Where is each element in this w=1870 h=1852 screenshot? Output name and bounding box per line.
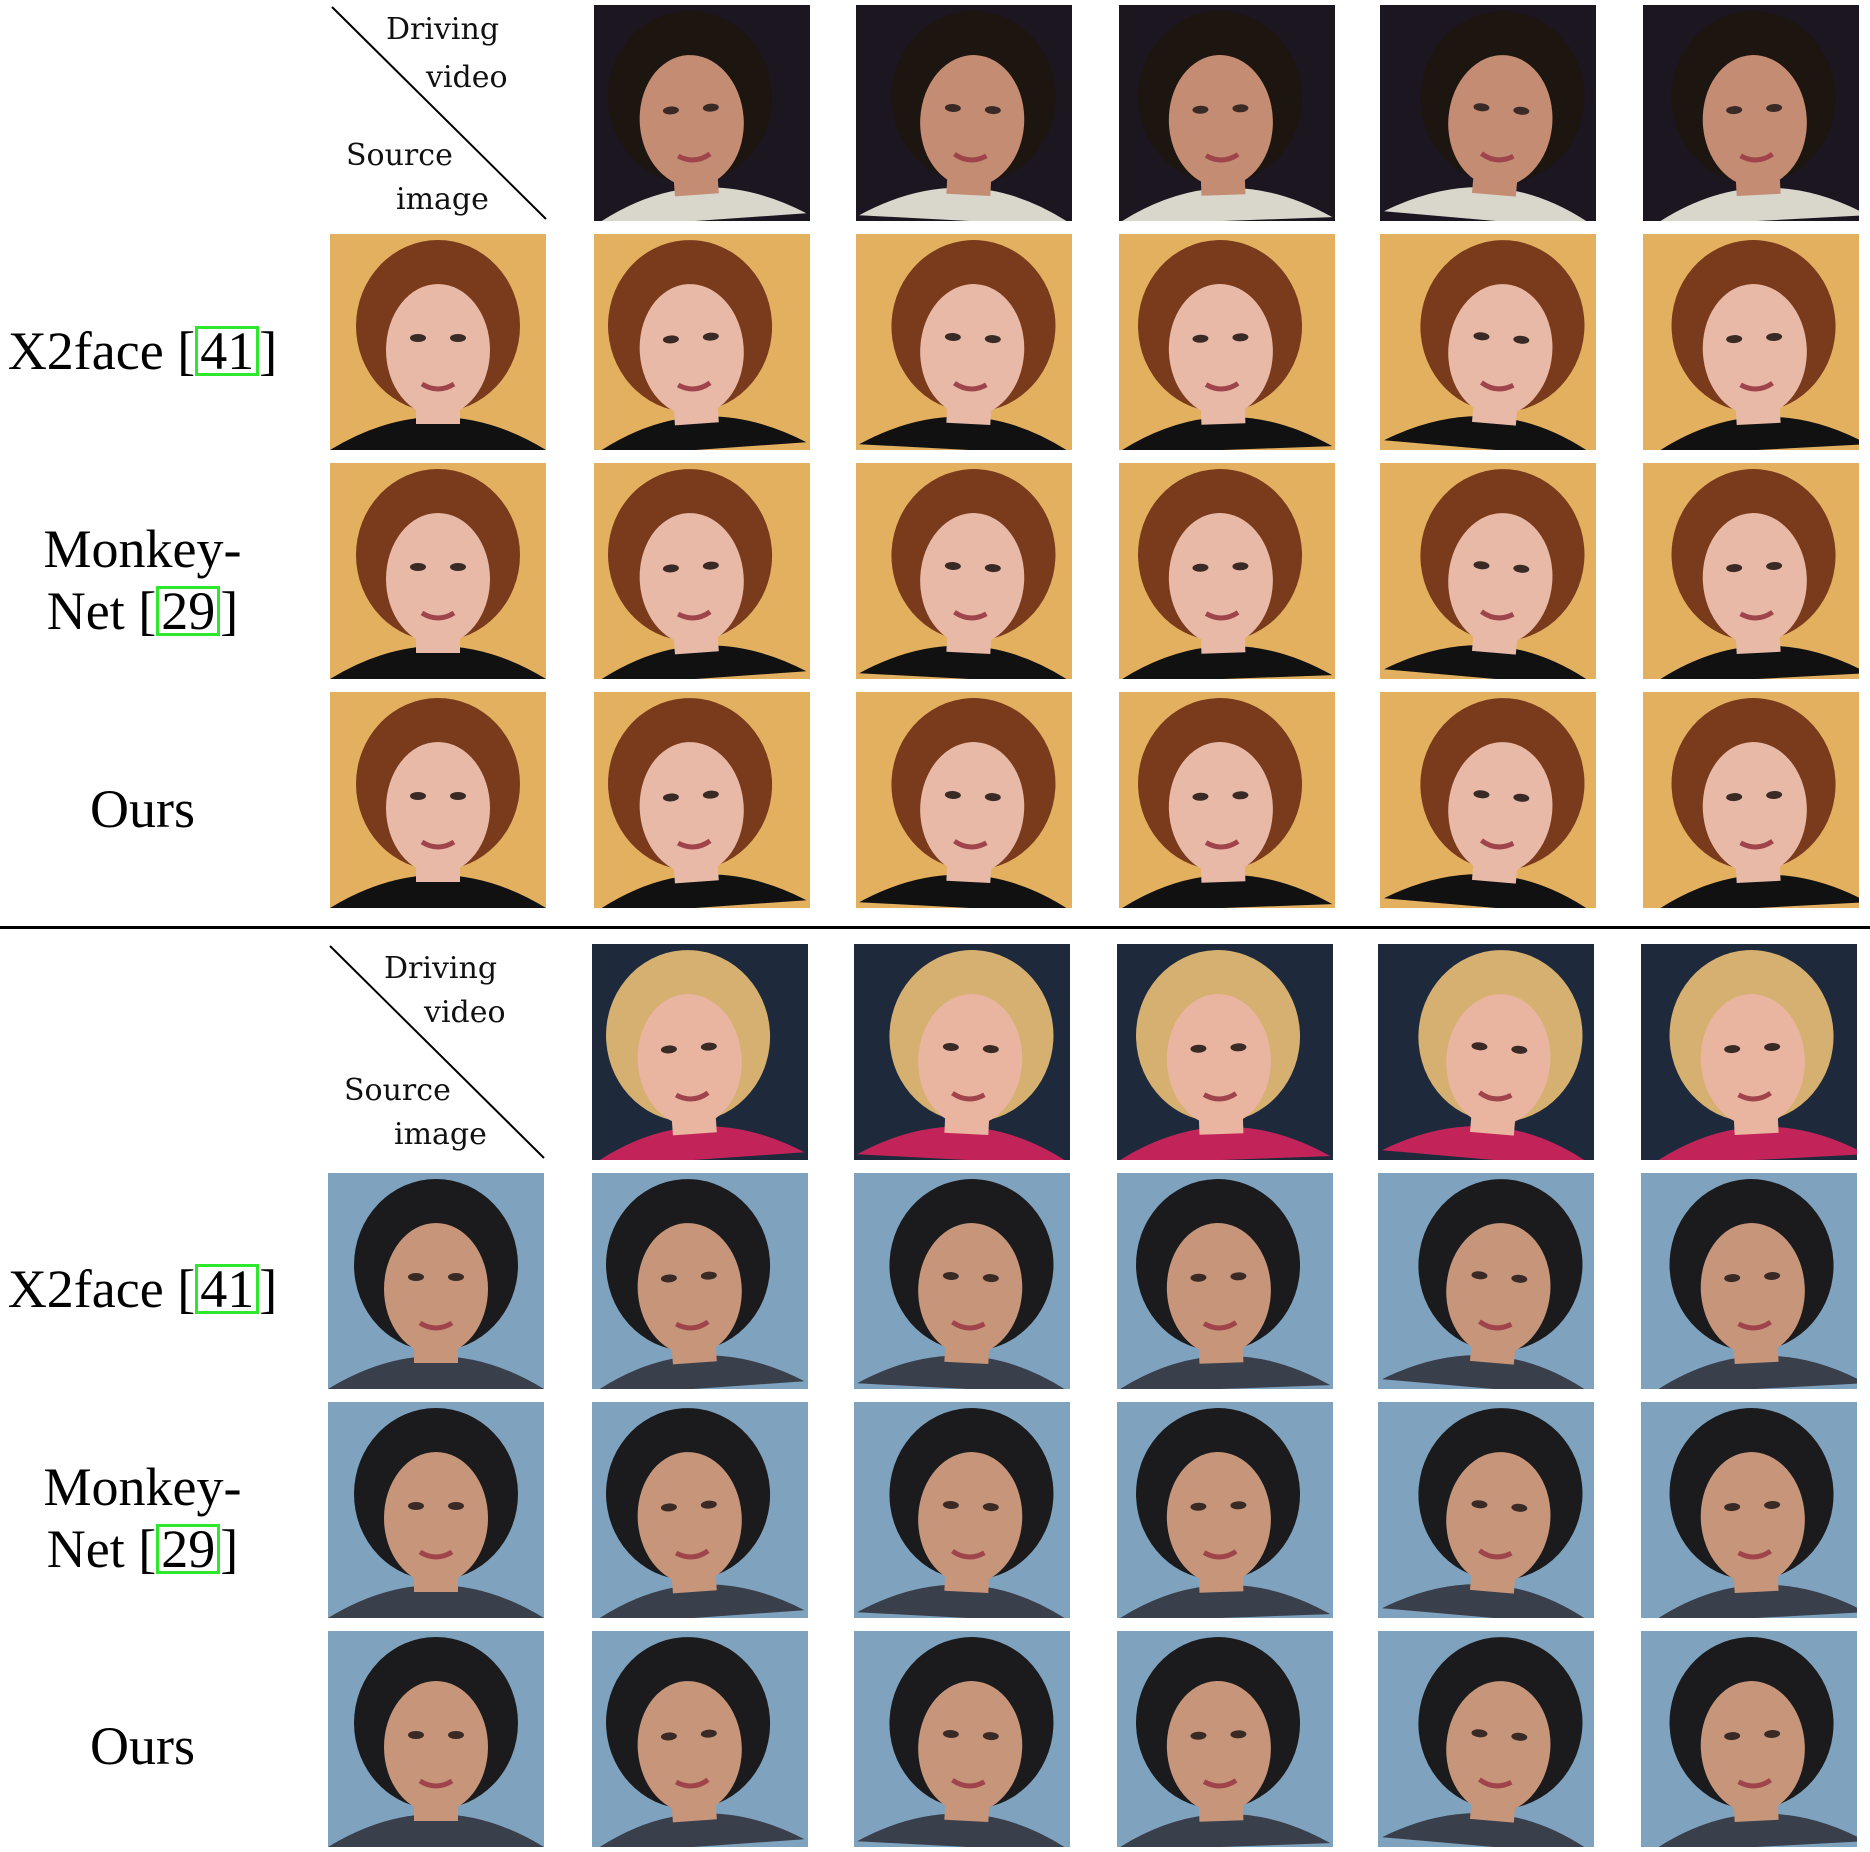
result-frame	[1380, 692, 1596, 908]
image-label: image	[394, 1117, 487, 1152]
diagonal-line	[329, 945, 545, 1159]
row-label-ours: Ours	[90, 779, 195, 839]
result-frame	[1119, 234, 1335, 450]
driving-label: Driving	[386, 12, 500, 47]
result-frame	[1117, 1173, 1333, 1389]
result-frame	[1378, 1173, 1594, 1389]
row-label-ours: Ours	[90, 1716, 195, 1776]
result-frame	[854, 1631, 1070, 1847]
result-frame	[1641, 1402, 1857, 1618]
row-label-x2face: X2face [41]	[7, 321, 278, 381]
driving-label: Driving	[384, 951, 498, 986]
row-label-monkey-net: Monkey- Net [29]	[43, 1457, 242, 1579]
result-frame	[1378, 1631, 1594, 1847]
result-frame	[594, 234, 810, 450]
result-frame	[1380, 463, 1596, 679]
citation-link[interactable]: 29	[156, 584, 221, 638]
citation-link[interactable]: 41	[195, 1262, 260, 1316]
result-frame	[1117, 1402, 1333, 1618]
result-frame	[1378, 1402, 1594, 1618]
citation-link[interactable]: 41	[195, 324, 260, 378]
result-frame	[1643, 463, 1859, 679]
result-frame	[1117, 1631, 1333, 1847]
result-frame	[856, 234, 1072, 450]
driving-frame	[592, 944, 808, 1160]
result-frame	[1380, 234, 1596, 450]
driving-frame	[1643, 5, 1859, 221]
source-image	[328, 1402, 544, 1618]
source-image	[328, 1631, 544, 1847]
result-frame	[854, 1402, 1070, 1618]
citation-link[interactable]: 29	[156, 1522, 221, 1576]
header-corner: Driving video Source image	[330, 5, 548, 223]
header-corner: Driving video Source image	[328, 944, 546, 1162]
driving-frame	[594, 5, 810, 221]
result-frame	[854, 1173, 1070, 1389]
image-label: image	[396, 182, 489, 217]
result-frame	[856, 692, 1072, 908]
section-divider	[0, 926, 1870, 929]
driving-frame	[1378, 944, 1594, 1160]
video-label: video	[426, 60, 508, 95]
source-image	[328, 1173, 544, 1389]
result-frame	[856, 463, 1072, 679]
driving-frame	[1119, 5, 1335, 221]
result-frame	[592, 1631, 808, 1847]
source-image	[330, 463, 546, 679]
source-label: Source	[346, 138, 453, 173]
row-label-x2face: X2face [41]	[7, 1259, 278, 1319]
source-image	[330, 234, 546, 450]
result-frame	[1643, 234, 1859, 450]
result-frame	[592, 1402, 808, 1618]
driving-frame	[854, 944, 1070, 1160]
result-frame	[1119, 692, 1335, 908]
result-frame	[1641, 1631, 1857, 1847]
source-label: Source	[344, 1073, 451, 1108]
result-frame	[592, 1173, 808, 1389]
driving-frame	[1641, 944, 1857, 1160]
result-frame	[594, 463, 810, 679]
diagonal-line	[331, 6, 547, 220]
driving-frame	[856, 5, 1072, 221]
result-frame	[1641, 1173, 1857, 1389]
source-image	[330, 692, 546, 908]
row-label-monkey-net: Monkey- Net [29]	[43, 519, 242, 641]
result-frame	[594, 692, 810, 908]
video-label: video	[424, 995, 506, 1030]
result-frame	[1119, 463, 1335, 679]
driving-frame	[1117, 944, 1333, 1160]
driving-frame	[1380, 5, 1596, 221]
figure-block-1: Driving video Source image X2face [41] M…	[7, 5, 1859, 908]
result-frame	[1643, 692, 1859, 908]
